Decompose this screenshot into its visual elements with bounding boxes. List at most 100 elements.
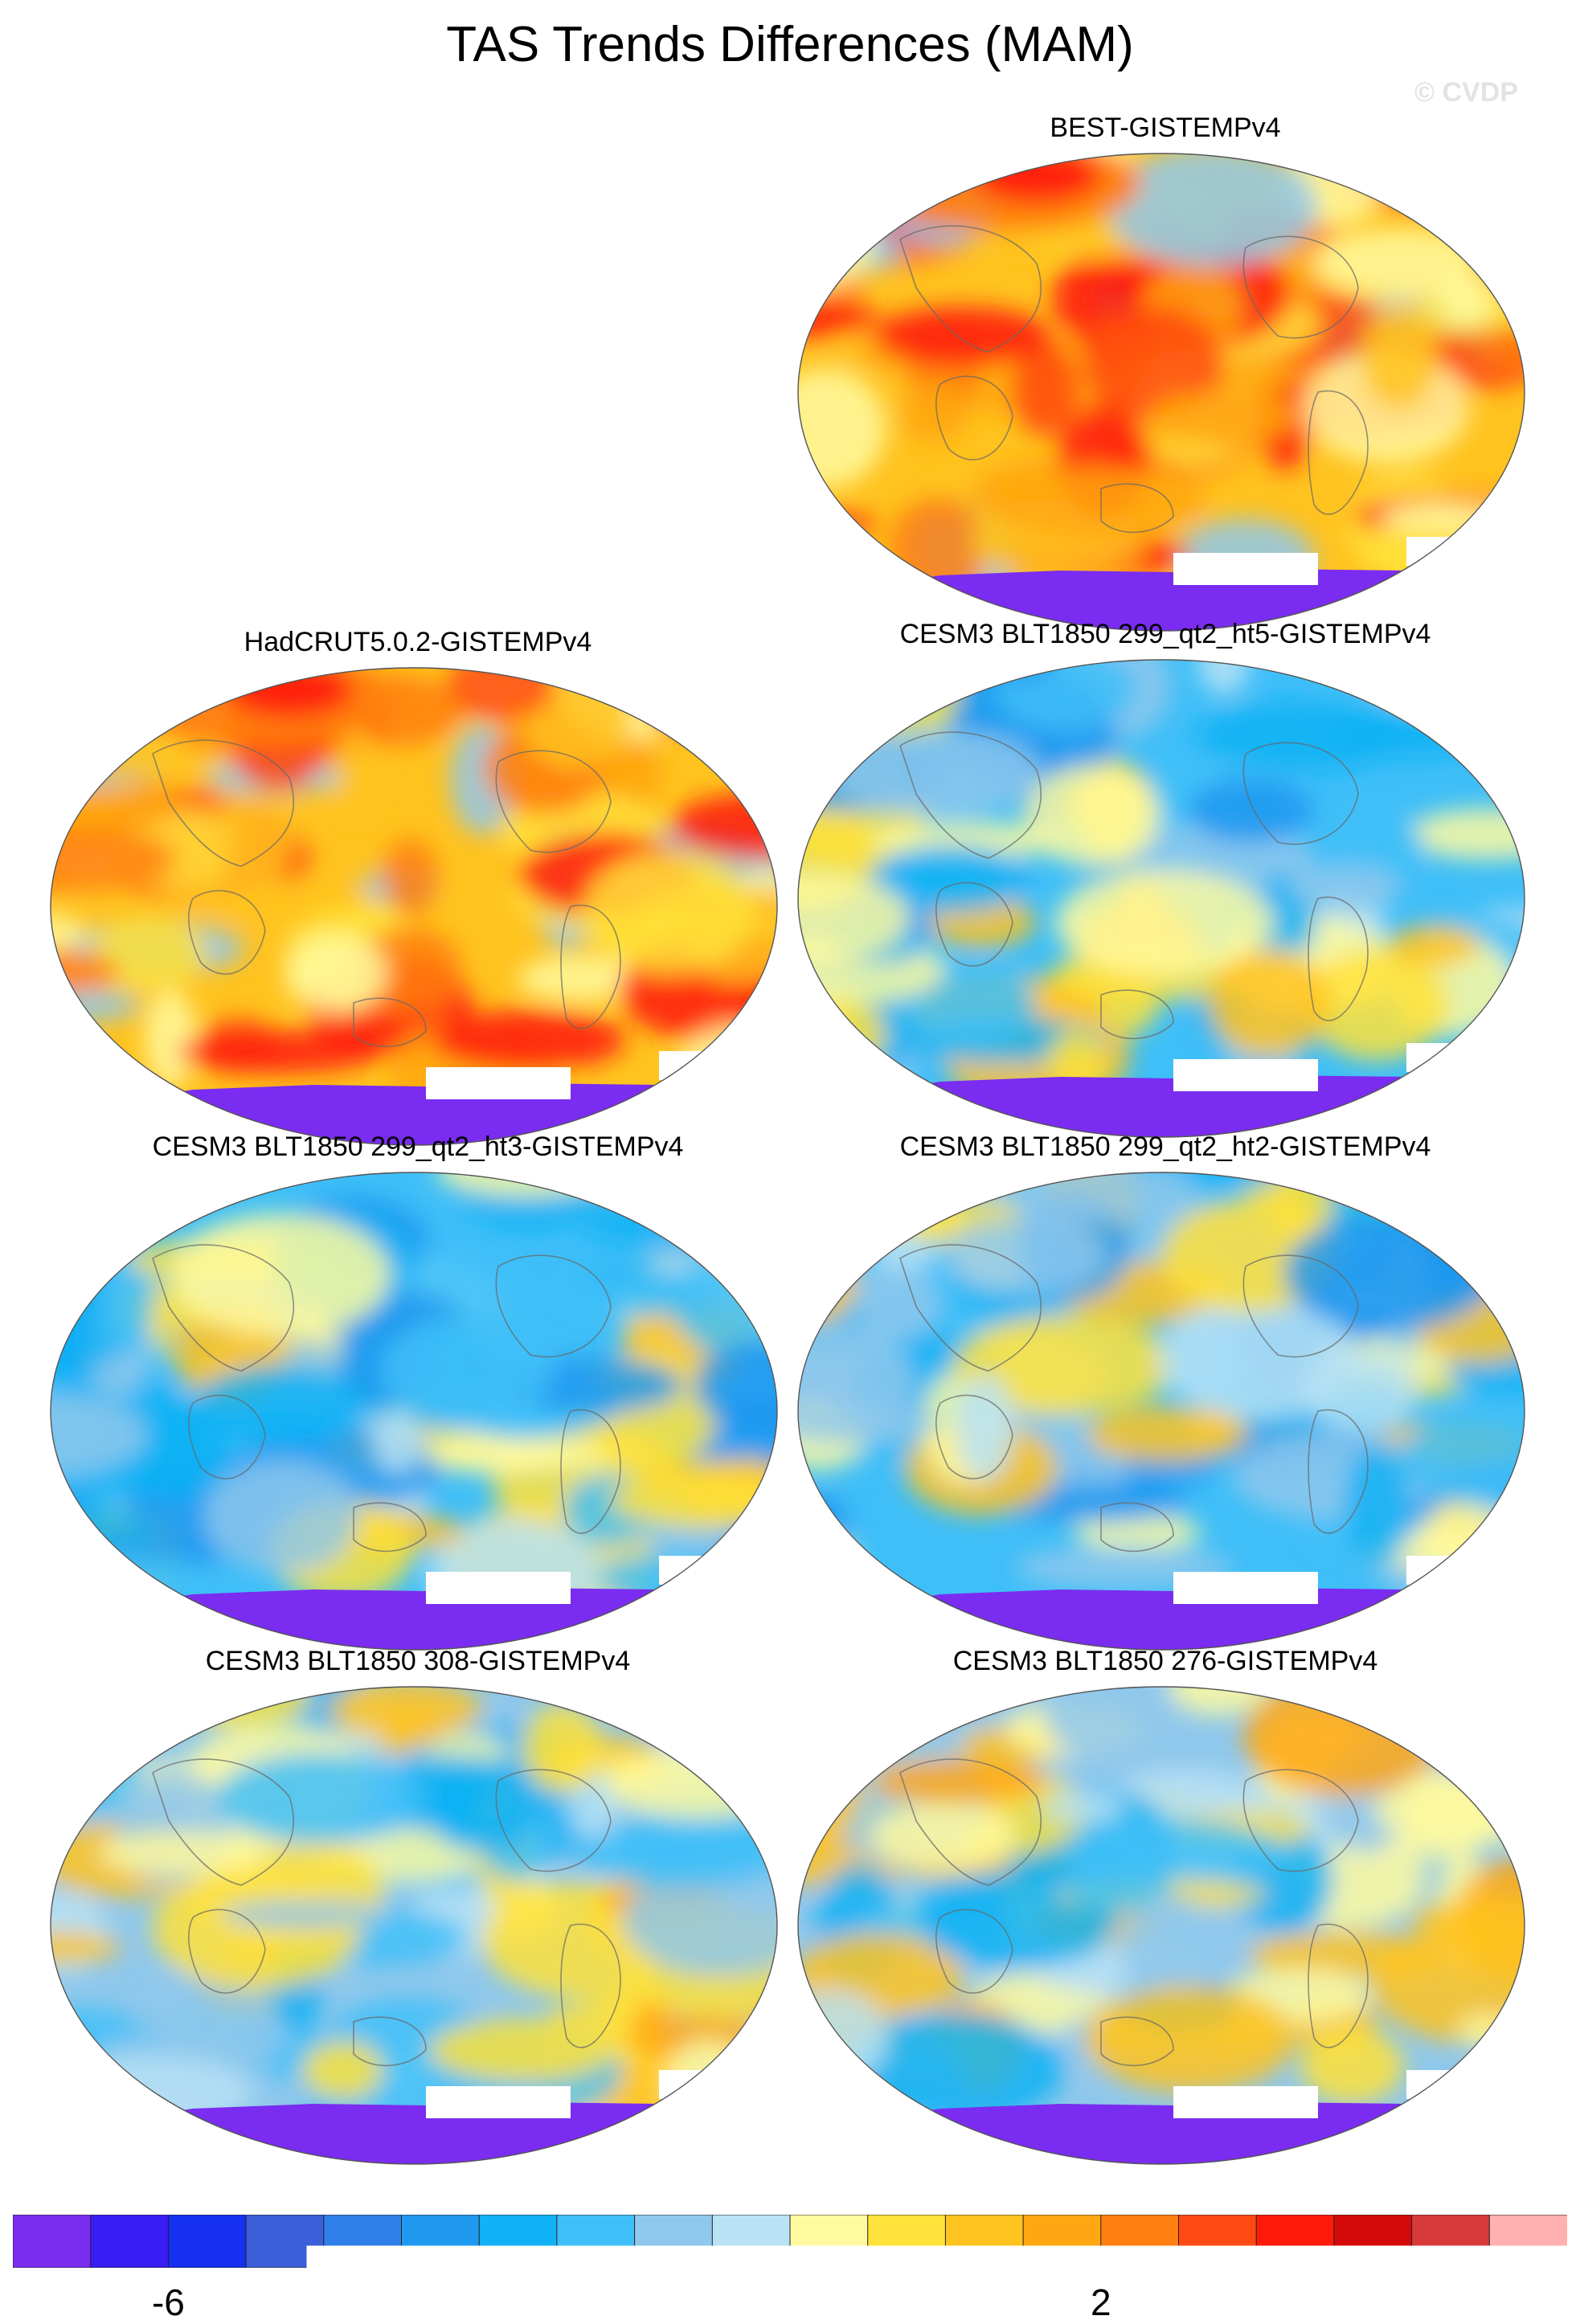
missing-data — [426, 1572, 571, 1604]
trend-patch — [645, 1196, 709, 1265]
missing-data — [1406, 2070, 1463, 2099]
global-trend-map — [48, 1170, 780, 1652]
colorbar-tick-label: 2 — [1091, 2281, 1111, 2324]
trend-patch — [874, 307, 1053, 366]
trend-patch — [802, 1717, 914, 1753]
trend-patch — [432, 1009, 625, 1070]
colorbar-tick-label: 4 — [1246, 2281, 1267, 2324]
global-trend-map — [796, 657, 1527, 1139]
antarctica — [129, 1588, 707, 1652]
panel-title: BEST-GISTEMPv4 — [796, 113, 1535, 144]
trend-patch — [800, 1538, 857, 1581]
colorbar-swatch — [712, 2215, 790, 2268]
map-panel: CESM3 BLT1850 299_qt2_ht5-GISTEMPv4 — [796, 619, 1535, 1149]
panel-title: CESM3 BLT1850 299_qt2_ht3-GISTEMPv4 — [48, 1131, 788, 1163]
colorbar-swatch — [635, 2215, 713, 2268]
map-panel: CESM3 BLT1850 276-GISTEMPv4 — [796, 1646, 1535, 2176]
colorbar-tick-label: -4 — [307, 2281, 340, 2324]
trend-patch — [99, 1831, 271, 1875]
colorbar-tick-label: -0.5 — [603, 2281, 666, 2324]
missing-data — [1173, 1059, 1318, 1091]
trend-patch — [900, 383, 968, 445]
trend-patch — [854, 1268, 940, 1340]
trend-patch — [943, 1217, 1107, 1295]
colorbar-swatch — [479, 2215, 557, 2268]
panel-title: CESM3 BLT1850 276-GISTEMPv4 — [796, 1646, 1535, 1677]
map-panel: HadCRUT5.0.2-GISTEMPv4 — [48, 627, 788, 1157]
missing-data — [1173, 2086, 1318, 2118]
colorbar-swatch — [1412, 2215, 1490, 2268]
colorbar-tick-label: -6 — [152, 2281, 185, 2324]
trend-patch — [1024, 766, 1161, 866]
trend-patch — [177, 1031, 381, 1074]
trend-patch — [696, 668, 759, 761]
trend-patch — [1313, 228, 1489, 297]
global-trend-map — [48, 1684, 780, 2166]
antarctica — [129, 2102, 707, 2166]
trend-patch — [1043, 1791, 1124, 1824]
trend-patch — [870, 1804, 1017, 1868]
trend-patch — [796, 1492, 851, 1602]
figure-title: TAS Trends Differences (MAM) — [0, 16, 1580, 73]
antarctica — [876, 2102, 1455, 2166]
colorbar-swatch — [1179, 2215, 1257, 2268]
trend-patch — [1189, 778, 1313, 843]
colorbar — [13, 2215, 1567, 2268]
colorbar-swatch — [246, 2215, 324, 2268]
missing-data — [426, 1067, 571, 1099]
trend-patch — [380, 1316, 554, 1423]
colorbar-swatch — [1023, 2215, 1101, 2268]
colorbar-tick-label: 0.5 — [919, 2281, 971, 2324]
map-panel: CESM3 BLT1850 299_qt2_ht3-GISTEMPv4 — [48, 1131, 788, 1662]
missing-data — [1173, 1572, 1318, 1604]
trend-patch — [1287, 864, 1402, 910]
global-trend-map — [48, 665, 780, 1148]
map-panel: CESM3 BLT1850 299_qt2_ht2-GISTEMPv4 — [796, 1131, 1535, 1662]
colorbar-tick-label: -2 — [463, 2281, 496, 2324]
trend-patch — [383, 839, 438, 916]
trend-patch — [637, 1684, 780, 1732]
global-trend-map — [796, 1684, 1527, 2166]
trend-patch — [1284, 1214, 1496, 1331]
trend-patch — [826, 657, 956, 694]
missing-data — [1406, 1043, 1463, 1072]
trend-patch — [1120, 1895, 1222, 1999]
colorbar-swatch — [13, 2215, 91, 2268]
trend-patch — [1196, 701, 1407, 771]
trend-patch — [796, 1684, 952, 1742]
colorbar-swatch — [790, 2215, 868, 2268]
panel-title: CESM3 BLT1850 299_qt2_ht5-GISTEMPv4 — [796, 619, 1535, 650]
trend-patch — [1085, 1985, 1296, 2093]
colorbar-swatch — [168, 2215, 246, 2268]
trend-patch — [872, 1759, 1045, 1804]
antarctica — [876, 1075, 1455, 1139]
colorbar-tick-label: 0 — [780, 2281, 800, 2324]
trend-patch — [644, 665, 714, 733]
trend-patch — [219, 1900, 389, 1929]
missing-data — [659, 1051, 715, 1080]
trend-patch — [1361, 303, 1437, 410]
missing-data — [1406, 537, 1463, 566]
trend-patch — [373, 1410, 423, 1472]
trend-patch — [1148, 390, 1298, 444]
trend-patch — [1443, 1684, 1527, 1782]
trend-patch — [170, 1213, 390, 1336]
trend-patch — [145, 989, 197, 1089]
missing-data — [426, 2086, 571, 2118]
missing-data — [1406, 1556, 1463, 1585]
panel-title: CESM3 BLT1850 299_qt2_ht2-GISTEMPv4 — [796, 1131, 1535, 1163]
trend-patch — [284, 934, 387, 1013]
missing-data — [1173, 553, 1318, 585]
trend-patch — [1378, 501, 1518, 533]
antarctica — [876, 1588, 1455, 1652]
trend-patch — [1300, 1350, 1419, 1431]
colorbar-swatch — [1334, 2215, 1412, 2268]
colorbar-swatch — [324, 2215, 402, 2268]
trend-patch — [1360, 657, 1528, 712]
trend-patch — [1437, 664, 1527, 719]
trend-patch — [425, 1757, 538, 1854]
cvdp-watermark: © CVDP — [1414, 77, 1518, 108]
colorbar-swatch — [868, 2215, 946, 2268]
global-trend-map — [796, 1170, 1527, 1652]
trend-patch — [205, 1460, 359, 1573]
